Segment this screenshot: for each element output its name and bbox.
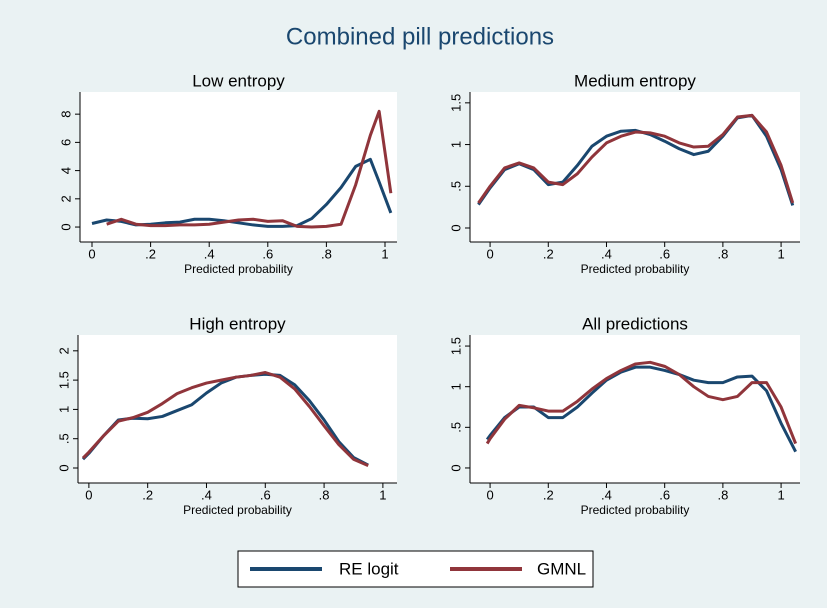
panel-title: High entropy — [189, 314, 286, 333]
panel-title: Low entropy — [192, 71, 285, 90]
x-tick-label: .8 — [321, 246, 332, 261]
y-tick-label: 1 — [448, 141, 463, 148]
y-tick-label: 6 — [58, 139, 73, 146]
y-tick-label: .5 — [448, 181, 463, 192]
x-tick-label: .8 — [319, 487, 330, 502]
x-tick-label: 0 — [486, 487, 493, 502]
x-tick-label: 1 — [777, 246, 784, 261]
x-tick-label: 0 — [486, 246, 493, 261]
x-axis-label: Predicted probability — [581, 503, 690, 517]
x-tick-label: .4 — [204, 246, 215, 261]
x-tick-label: 1 — [379, 487, 386, 502]
y-tick-label: .5 — [56, 433, 71, 444]
y-tick-label: 1.5 — [448, 94, 463, 112]
x-tick-label: .2 — [145, 246, 156, 261]
y-tick-label: 8 — [58, 111, 73, 118]
x-tick-label: .6 — [659, 487, 670, 502]
y-tick-label: 2 — [56, 347, 71, 354]
x-axis-label: Predicted probability — [183, 503, 292, 517]
plot-area — [470, 335, 800, 483]
x-tick-label: 1 — [777, 487, 784, 502]
x-tick-label: .2 — [543, 246, 554, 261]
x-tick-label: .8 — [717, 487, 728, 502]
y-tick-label: 1.5 — [448, 337, 463, 355]
plot-area — [78, 335, 397, 483]
y-tick-label: 0 — [448, 224, 463, 231]
x-tick-label: .6 — [659, 246, 670, 261]
y-tick-label: 1 — [448, 383, 463, 390]
y-tick-label: 4 — [58, 167, 73, 174]
y-tick-label: .5 — [448, 422, 463, 433]
y-tick-label: 2 — [58, 195, 73, 202]
chart-title: Combined pill predictions — [286, 23, 554, 50]
y-tick-label: 0 — [56, 464, 71, 471]
series-line — [485, 360, 798, 445]
panel-title: All predictions — [582, 314, 688, 333]
x-tick-label: .4 — [601, 487, 612, 502]
series-line — [81, 371, 369, 468]
legend-label: RE logit — [339, 559, 399, 578]
y-tick-label: 1 — [56, 406, 71, 413]
y-tick-label: 0 — [448, 464, 463, 471]
x-tick-label: .2 — [543, 487, 554, 502]
x-tick-label: .2 — [142, 487, 153, 502]
series-line — [106, 109, 393, 229]
legend-label: GMNL — [537, 559, 586, 578]
x-tick-label: .4 — [201, 487, 212, 502]
x-tick-label: .4 — [601, 246, 612, 261]
x-tick-label: 0 — [85, 487, 92, 502]
x-tick-label: .6 — [262, 246, 273, 261]
series-line — [477, 113, 795, 204]
x-axis-label: Predicted probability — [581, 262, 690, 276]
x-axis-label: Predicted probability — [184, 262, 293, 276]
y-tick-label: 0 — [58, 223, 73, 230]
x-tick-label: .8 — [717, 246, 728, 261]
panel-title: Medium entropy — [574, 71, 696, 90]
x-tick-label: .6 — [260, 487, 271, 502]
x-tick-label: 0 — [88, 246, 95, 261]
x-tick-label: 1 — [381, 246, 388, 261]
y-tick-label: 1.5 — [56, 371, 71, 389]
